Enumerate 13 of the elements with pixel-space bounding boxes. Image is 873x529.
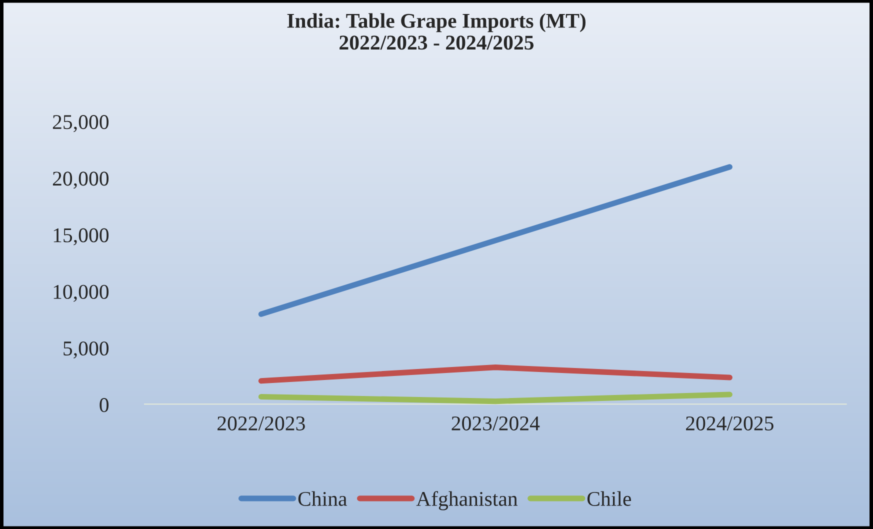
y-tick-label: 20,000 <box>52 172 109 189</box>
x-tick-label: 2022/2023 <box>218 416 305 430</box>
x-tick-label: 2023/2024 <box>452 416 540 430</box>
y-tick-label: 0 <box>100 398 109 412</box>
y-tick-label: 15,000 <box>54 228 109 246</box>
x-tick-label: 2024/2025 <box>686 416 774 430</box>
legend-label: Chile <box>587 491 632 506</box>
y-tick-label: 25,000 <box>52 115 109 132</box>
legend-label: China <box>298 491 347 506</box>
y-tick-label: 10,000 <box>54 284 109 302</box>
chart-title: India: Table Grape Imports (MT) 2022/2023 - 2024/2025 <box>287 13 586 50</box>
legend-label: Afghanistan <box>416 491 518 510</box>
y-tick-label: 5,000 <box>64 341 109 359</box>
